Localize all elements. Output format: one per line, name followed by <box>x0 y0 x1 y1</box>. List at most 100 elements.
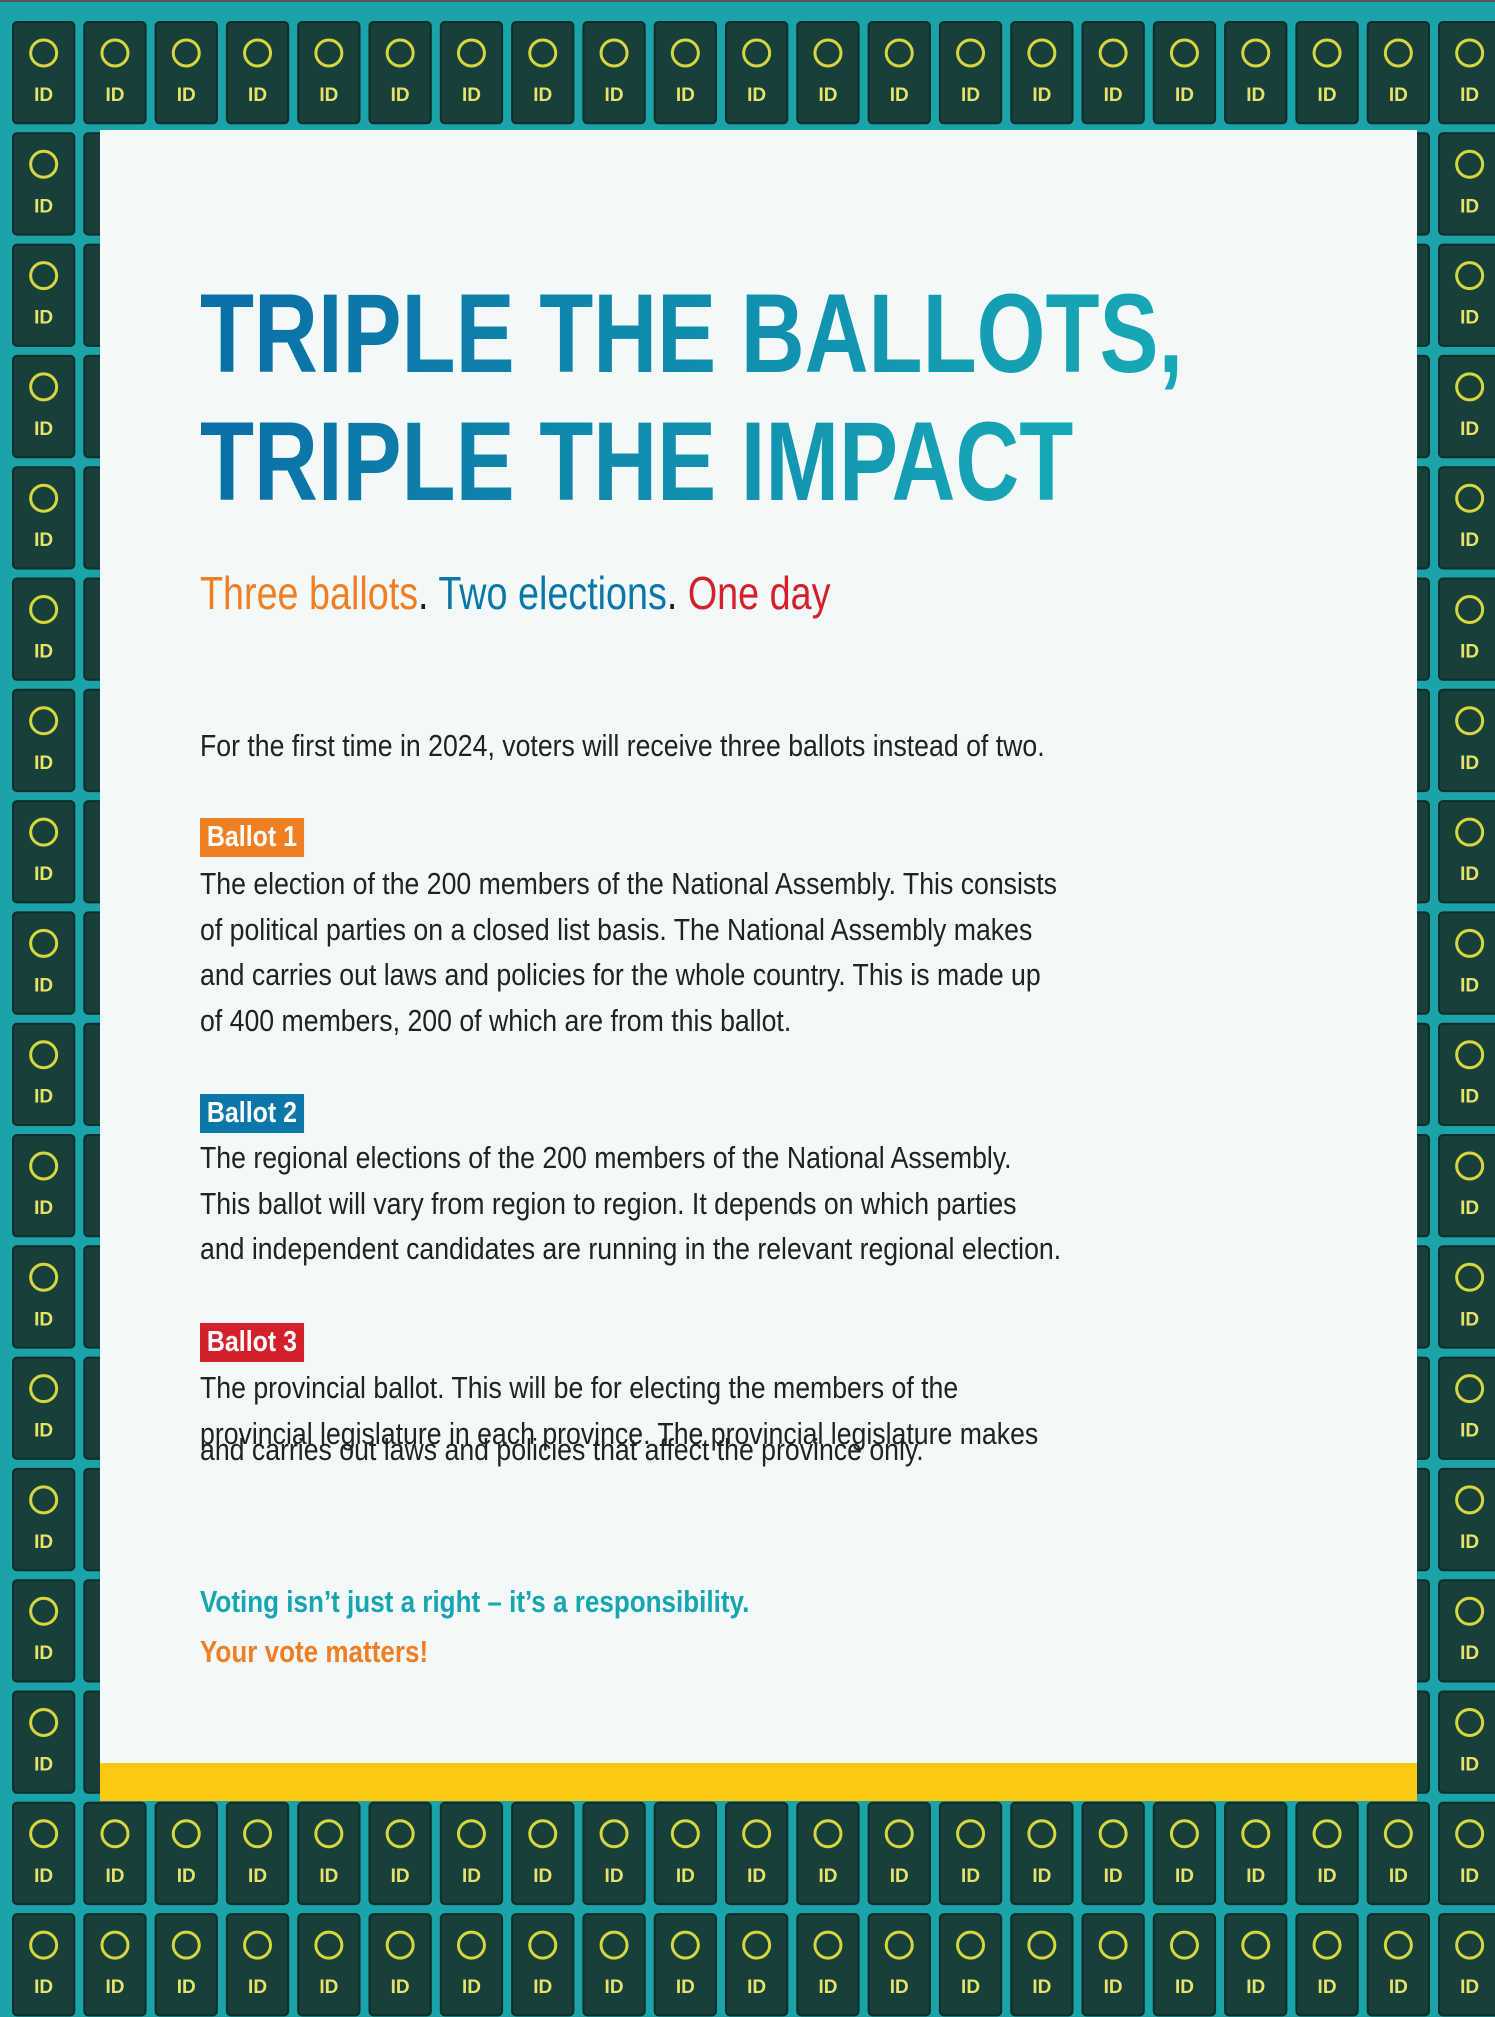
tile-book <box>13 579 74 680</box>
tile-book <box>726 22 787 123</box>
id-tile: ID <box>1439 356 1495 457</box>
id-tile: ID <box>227 1803 288 1904</box>
id-tile: ID <box>13 245 74 346</box>
id-tile: ID <box>1439 690 1495 791</box>
id-tile: ID <box>583 22 644 123</box>
tile-book <box>1225 1914 1286 2015</box>
tile-label: ID <box>1460 530 1479 551</box>
tile-label: ID <box>1460 85 1479 106</box>
ballot-text: of 400 members, 200 of which are from th… <box>200 1003 791 1039</box>
id-tile: ID <box>869 22 930 123</box>
tile-label: ID <box>961 1866 980 1887</box>
id-tile: ID <box>1439 22 1495 123</box>
tile-book <box>940 1803 1001 1904</box>
tile-label: ID <box>34 975 53 996</box>
id-tile: ID <box>1439 1803 1495 1904</box>
subtitle-part: Two elections <box>438 567 667 619</box>
tile-book <box>797 22 858 123</box>
tile-label: ID <box>890 1866 909 1887</box>
tile-label: ID <box>747 1977 766 1998</box>
ballot-text: and carries out laws and policies for th… <box>200 957 1041 993</box>
tile-book <box>13 1803 74 1904</box>
id-tile: ID <box>1154 1803 1215 1904</box>
id-tile: ID <box>512 22 573 123</box>
tile-book <box>13 1024 74 1125</box>
id-tile: ID <box>1439 1246 1495 1347</box>
subtitle-part: One day <box>688 567 831 619</box>
id-tile: ID <box>156 1803 217 1904</box>
tile-label: ID <box>34 642 53 663</box>
id-tile: ID <box>1439 1135 1495 1236</box>
id-tile: ID <box>156 1914 217 2015</box>
tile-book <box>156 1803 217 1904</box>
tile-label: ID <box>177 1866 196 1887</box>
tile-book <box>1439 1135 1495 1236</box>
id-tile: ID <box>441 1914 502 2015</box>
tile-book <box>1154 22 1215 123</box>
id-tile: ID <box>726 1914 787 2015</box>
closing-line: Voting isn’t just a right – it’s a respo… <box>200 1584 749 1620</box>
tile-book <box>298 22 359 123</box>
tile-label: ID <box>676 1866 695 1887</box>
tile-label: ID <box>462 85 481 106</box>
tile-book <box>655 22 716 123</box>
id-tile: ID <box>298 22 359 123</box>
tile-label: ID <box>1460 1866 1479 1887</box>
id-tile: ID <box>655 22 716 123</box>
id-tile: ID <box>1439 1580 1495 1681</box>
tile-label: ID <box>1460 1087 1479 1108</box>
tile-book <box>1296 1803 1357 1904</box>
tile-book <box>1439 1024 1495 1125</box>
tile-book <box>370 22 431 123</box>
tile-label: ID <box>890 1977 909 1998</box>
id-tile: ID <box>370 1914 431 2015</box>
tile-book <box>583 1803 644 1904</box>
tile-label: ID <box>961 85 980 106</box>
id-tile: ID <box>13 579 74 680</box>
id-tile: ID <box>156 22 217 123</box>
tile-book <box>13 1246 74 1347</box>
tile-label: ID <box>1318 85 1337 106</box>
id-tile: ID <box>1368 22 1429 123</box>
tile-book <box>298 1914 359 2015</box>
tile-label: ID <box>248 85 267 106</box>
tile-label: ID <box>1032 1866 1051 1887</box>
subtitle-part: . <box>418 567 438 619</box>
tile-book <box>13 1914 74 2015</box>
ballot-text: and carries out laws and policies that a… <box>200 1432 924 1468</box>
tile-label: ID <box>34 85 53 106</box>
id-tile: ID <box>13 1246 74 1347</box>
tile-label: ID <box>1460 196 1479 217</box>
id-tile: ID <box>1439 579 1495 680</box>
tile-label: ID <box>533 1866 552 1887</box>
id-tile: ID <box>1296 1803 1357 1904</box>
tile-book <box>227 1914 288 2015</box>
tile-label: ID <box>462 1977 481 1998</box>
page: {"tile_label": "ID", "title": {"lines": … <box>0 0 1495 2017</box>
tile-label: ID <box>462 1866 481 1887</box>
tile-label: ID <box>105 1977 124 1998</box>
tile-label: ID <box>890 85 909 106</box>
subtitle-part: Three ballots <box>200 567 418 619</box>
tile-book <box>13 1135 74 1236</box>
tile-label: ID <box>34 1977 53 1998</box>
tile-book <box>583 22 644 123</box>
tile-label: ID <box>1318 1866 1337 1887</box>
tile-label: ID <box>319 1977 338 1998</box>
tile-book <box>869 22 930 123</box>
id-tile: ID <box>1439 1024 1495 1125</box>
tile-book <box>84 1803 145 1904</box>
ballot-text: of political parties on a closed list ba… <box>200 912 1032 948</box>
tile-book <box>1225 1803 1286 1904</box>
tile-book <box>1011 1914 1072 2015</box>
tile-book <box>1296 1914 1357 2015</box>
tile-label: ID <box>248 1866 267 1887</box>
tile-book <box>1439 133 1495 234</box>
tile-label: ID <box>1104 1977 1123 1998</box>
tile-book <box>1439 1469 1495 1570</box>
tile-book <box>1439 1358 1495 1459</box>
tile-label: ID <box>319 1866 338 1887</box>
tile-label: ID <box>1318 1977 1337 1998</box>
tile-book <box>940 22 1001 123</box>
